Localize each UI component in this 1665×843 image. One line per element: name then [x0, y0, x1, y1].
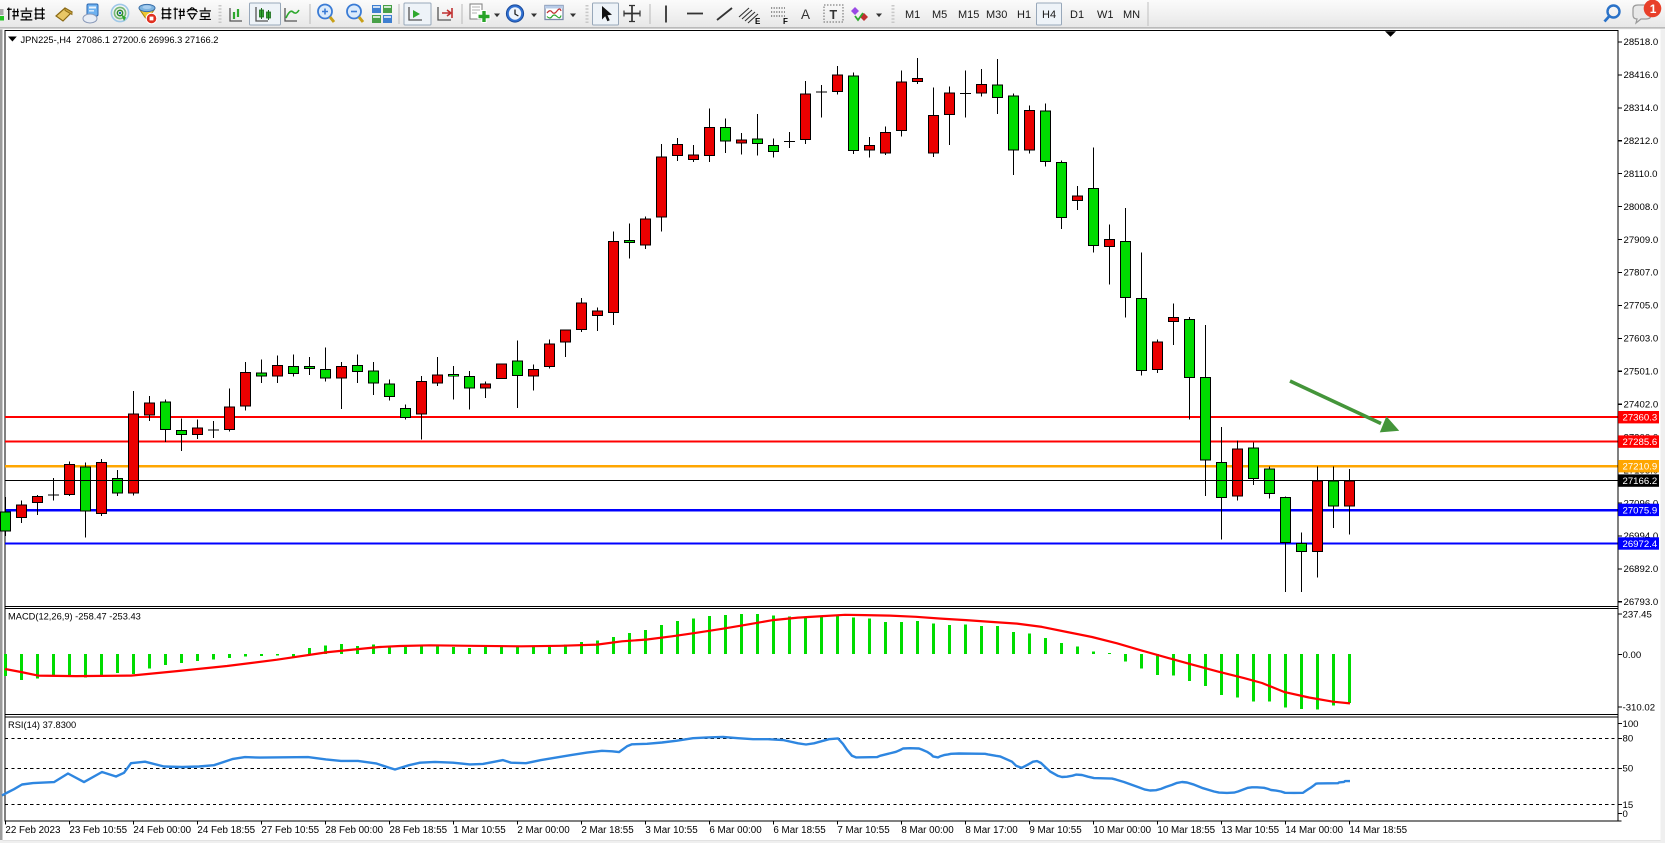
svg-text:27285.6: 27285.6 — [1623, 437, 1658, 448]
svg-text:9 Mar 10:55: 9 Mar 10:55 — [1029, 825, 1082, 836]
svg-text:27360.3: 27360.3 — [1623, 413, 1658, 424]
svg-text:A: A — [801, 7, 810, 22]
svg-text:26994.0: 26994.0 — [1624, 531, 1659, 542]
svg-text:80: 80 — [1623, 734, 1634, 745]
svg-text:-310.02: -310.02 — [1623, 702, 1656, 713]
svg-text:M5: M5 — [932, 9, 947, 21]
svg-text:3 Mar 10:55: 3 Mar 10:55 — [645, 825, 698, 836]
svg-text:RSI(14) 37.8300: RSI(14) 37.8300 — [8, 720, 76, 730]
svg-text:27166.2: 27166.2 — [1623, 476, 1658, 487]
svg-text:27807.0: 27807.0 — [1624, 268, 1659, 279]
svg-text:27210.9: 27210.9 — [1623, 462, 1658, 473]
svg-text:10 Mar 18:55: 10 Mar 18:55 — [1157, 825, 1215, 836]
svg-text:MACD(12,26,9) -258.47 -253.43: MACD(12,26,9) -258.47 -253.43 — [8, 612, 141, 622]
svg-text:1 Mar 10:55: 1 Mar 10:55 — [453, 825, 506, 836]
svg-text:JPN225-,H4 27086.1 27200.6 26: JPN225-,H4 27086.1 27200.6 26996.3 27166… — [21, 35, 219, 45]
svg-text:24 Feb 18:55: 24 Feb 18:55 — [197, 825, 255, 836]
svg-text:T: T — [830, 8, 838, 22]
svg-text:H4: H4 — [1042, 9, 1056, 21]
svg-text:27075.9: 27075.9 — [1623, 505, 1658, 516]
svg-text:F: F — [783, 17, 788, 26]
svg-text:MN: MN — [1123, 9, 1140, 21]
svg-text:237.45: 237.45 — [1623, 609, 1652, 620]
svg-text:13 Mar 10:55: 13 Mar 10:55 — [1221, 825, 1279, 836]
svg-text:28110.0: 28110.0 — [1624, 169, 1658, 180]
svg-text:27402.0: 27402.0 — [1624, 400, 1659, 411]
svg-text:26793.0: 26793.0 — [1624, 597, 1659, 608]
svg-text:0: 0 — [1623, 809, 1628, 820]
svg-text:2 Mar 18:55: 2 Mar 18:55 — [581, 825, 634, 836]
svg-text:H1: H1 — [1017, 9, 1031, 21]
svg-text:28 Feb 00:00: 28 Feb 00:00 — [325, 825, 383, 836]
svg-text:28416.0: 28416.0 — [1624, 70, 1659, 81]
svg-text:26892.0: 26892.0 — [1624, 564, 1659, 575]
svg-text:26972.4: 26972.4 — [1623, 539, 1658, 550]
svg-text:D1: D1 — [1070, 9, 1084, 21]
svg-text:24 Feb 00:00: 24 Feb 00:00 — [133, 825, 191, 836]
svg-text:10 Mar 00:00: 10 Mar 00:00 — [1093, 825, 1151, 836]
svg-text:28 Feb 18:55: 28 Feb 18:55 — [389, 825, 447, 836]
svg-text:50: 50 — [1623, 764, 1634, 775]
svg-text:28518.0: 28518.0 — [1624, 37, 1659, 48]
svg-text:M1: M1 — [905, 9, 920, 21]
svg-text:M15: M15 — [958, 9, 979, 21]
svg-text:27705.0: 27705.0 — [1624, 301, 1659, 312]
svg-text:1: 1 — [1650, 2, 1657, 16]
svg-text:28314.0: 28314.0 — [1624, 103, 1659, 114]
svg-text:6 Mar 18:55: 6 Mar 18:55 — [773, 825, 826, 836]
svg-text:W1: W1 — [1097, 9, 1114, 21]
svg-text:14 Mar 18:55: 14 Mar 18:55 — [1349, 825, 1407, 836]
svg-text:22 Feb 2023: 22 Feb 2023 — [5, 825, 61, 836]
svg-text:0.00: 0.00 — [1623, 650, 1642, 661]
svg-text:7 Mar 10:55: 7 Mar 10:55 — [837, 825, 890, 836]
svg-text:28008.0: 28008.0 — [1624, 202, 1659, 213]
svg-text:8 Mar 00:00: 8 Mar 00:00 — [901, 825, 954, 836]
svg-text:100: 100 — [1623, 719, 1639, 730]
svg-text:27 Feb 10:55: 27 Feb 10:55 — [261, 825, 319, 836]
svg-text:8 Mar 17:00: 8 Mar 17:00 — [965, 825, 1018, 836]
svg-text:14 Mar 00:00: 14 Mar 00:00 — [1285, 825, 1343, 836]
svg-text:23 Feb 10:55: 23 Feb 10:55 — [69, 825, 127, 836]
svg-text:27909.0: 27909.0 — [1624, 235, 1659, 246]
svg-text:28212.0: 28212.0 — [1624, 136, 1659, 147]
svg-text:2 Mar 00:00: 2 Mar 00:00 — [517, 825, 570, 836]
svg-text:M30: M30 — [986, 9, 1007, 21]
svg-text:27501.0: 27501.0 — [1624, 367, 1659, 378]
svg-text:15: 15 — [1623, 800, 1634, 811]
svg-text:E: E — [755, 17, 761, 26]
svg-text:27603.0: 27603.0 — [1624, 334, 1659, 345]
svg-text:6 Mar 00:00: 6 Mar 00:00 — [709, 825, 762, 836]
